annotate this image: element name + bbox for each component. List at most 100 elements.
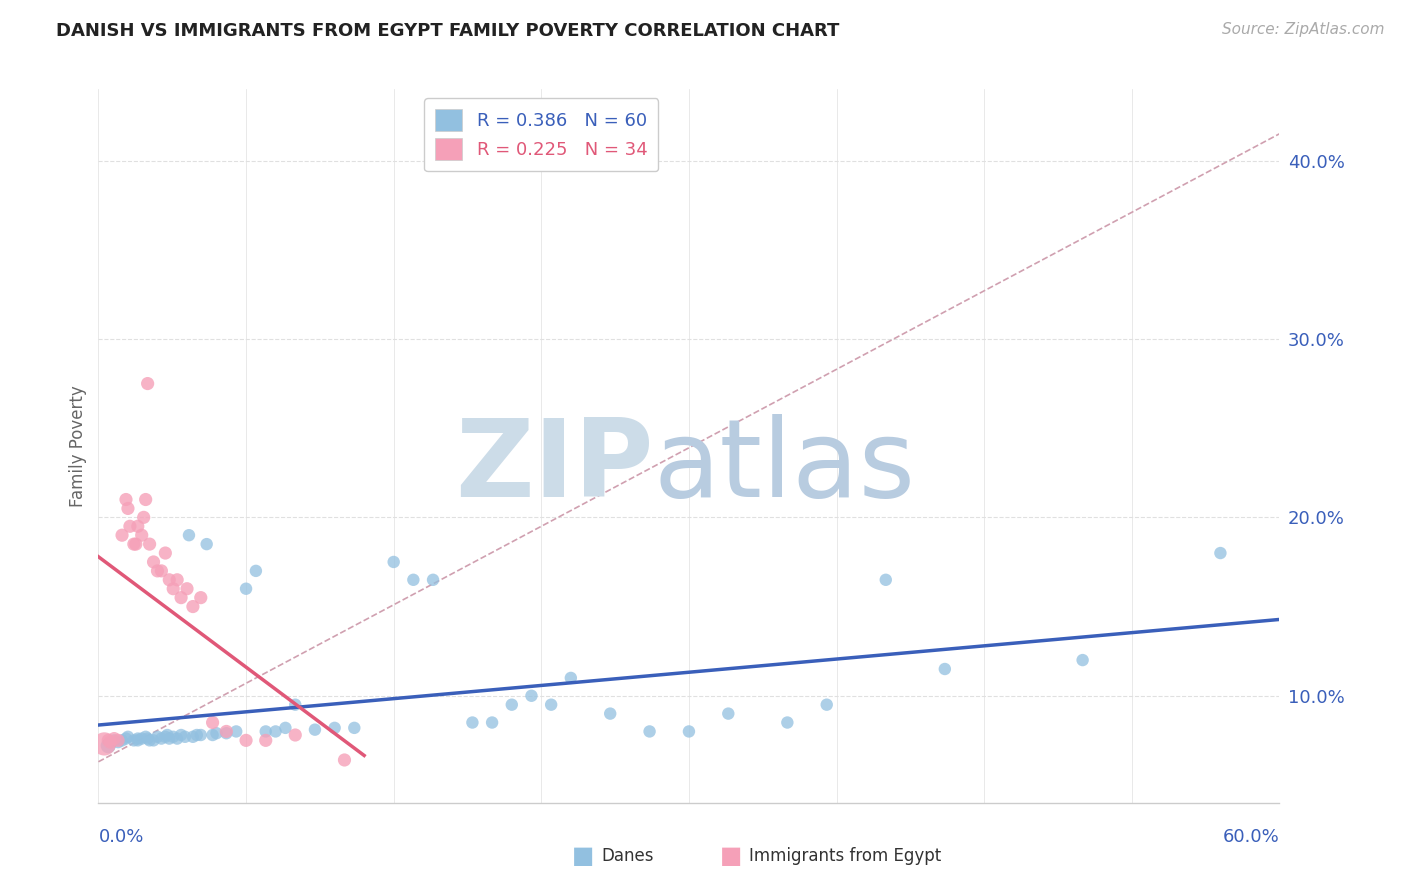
Point [135,492,157,507]
Point [284,728,307,742]
Point [215,726,238,740]
Point [284,698,307,712]
Point [127,733,149,747]
Point [118,519,141,533]
Text: 60.0%: 60.0% [1223,828,1279,846]
Point [170,728,193,742]
Point [560,671,582,685]
Point [98,735,121,749]
Point [107,735,129,749]
Text: 0.0%: 0.0% [98,828,143,846]
Point [111,733,134,747]
Point [815,698,838,712]
Text: ■: ■ [572,845,595,868]
Point [235,582,257,596]
Point [201,715,224,730]
Point [343,721,366,735]
Point [103,731,125,746]
Point [122,537,145,551]
Point [117,501,139,516]
Text: Source: ZipAtlas.com: Source: ZipAtlas.com [1222,22,1385,37]
Point [122,733,145,747]
Point [177,528,200,542]
Point [245,564,267,578]
Point [157,731,180,746]
Point [150,731,173,746]
Point [254,724,277,739]
Point [540,698,562,712]
Point [254,733,277,747]
Point [155,730,177,744]
Point [170,591,193,605]
Point [115,731,138,746]
Point [146,564,169,578]
Point [875,573,897,587]
Text: ■: ■ [720,845,742,868]
Point [520,689,543,703]
Point [162,730,184,744]
Point [274,721,297,735]
Point [1071,653,1094,667]
Point [135,730,157,744]
Text: Immigrants from Egypt: Immigrants from Egypt [749,847,942,865]
Point [150,564,173,578]
Point [162,582,184,596]
Point [103,733,125,747]
Point [157,573,180,587]
Point [97,739,120,753]
Point [117,730,139,744]
Point [138,733,160,747]
Point [142,555,165,569]
Point [638,724,661,739]
Point [195,537,218,551]
Point [333,753,356,767]
Point [1209,546,1232,560]
Legend: R = 0.386   N = 60, R = 0.225   N = 34: R = 0.386 N = 60, R = 0.225 N = 34 [425,98,658,171]
Point [155,546,177,560]
Point [127,731,149,746]
Text: ZIP: ZIP [456,415,654,520]
Point [156,728,179,742]
Point [225,724,247,739]
Point [264,724,287,739]
Y-axis label: Family Poverty: Family Poverty [69,385,87,507]
Point [131,731,153,746]
Point [717,706,740,721]
Point [136,731,159,746]
Point [205,726,228,740]
Point [97,733,120,747]
Point [776,715,799,730]
Point [146,730,169,744]
Point [166,731,188,746]
Point [166,573,188,587]
Point [127,519,149,533]
Point [186,728,208,742]
Point [323,721,346,735]
Point [934,662,956,676]
Point [678,724,700,739]
Point [132,510,155,524]
Point [131,528,153,542]
Point [382,555,405,569]
Point [304,723,326,737]
Point [174,730,197,744]
Point [201,728,224,742]
Point [181,599,204,614]
Point [181,730,204,744]
Point [481,715,503,730]
Point [138,537,160,551]
Point [235,733,257,747]
Point [215,724,238,739]
Point [599,706,621,721]
Point [402,573,425,587]
Point [125,537,148,551]
Point [461,715,484,730]
Point [501,698,523,712]
Point [111,528,134,542]
Point [107,733,129,747]
Point [93,737,115,751]
Text: Danes: Danes [602,847,654,865]
Point [422,573,444,587]
Text: atlas: atlas [654,415,915,520]
Point [176,582,198,596]
